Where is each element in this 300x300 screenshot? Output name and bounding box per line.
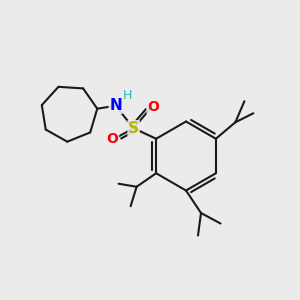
Text: H: H [123, 89, 132, 102]
Text: O: O [147, 100, 159, 114]
Text: S: S [128, 121, 139, 136]
Text: O: O [107, 132, 118, 146]
Text: N: N [109, 98, 122, 113]
